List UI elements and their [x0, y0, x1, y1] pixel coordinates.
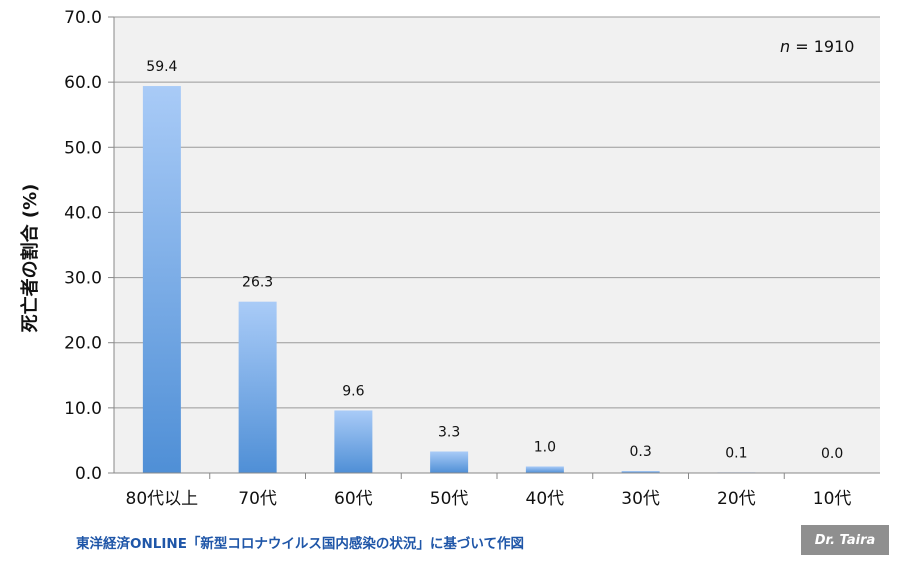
- x-tick-label: 70代: [238, 489, 277, 509]
- y-axis-label: 死亡者の割合 (%): [19, 184, 41, 333]
- bar-4: [430, 451, 469, 473]
- data-label: 26.3: [242, 275, 273, 291]
- y-tick-label: 20.0: [64, 334, 102, 354]
- data-label: 1.0: [534, 439, 556, 455]
- y-tick-label: 60.0: [64, 73, 102, 93]
- x-tick-label: 30代: [621, 489, 660, 509]
- data-label: 3.3: [438, 425, 460, 441]
- y-tick-label: 10.0: [64, 399, 102, 419]
- x-tick-label: 80代以上: [126, 489, 199, 509]
- bar-3: [334, 410, 373, 473]
- y-tick-label: 50.0: [64, 138, 102, 158]
- y-tick-label: 30.0: [64, 269, 102, 289]
- x-tick-label: 10代: [813, 489, 852, 509]
- data-label: 9.6: [342, 383, 364, 399]
- n-value: = 1910: [790, 37, 854, 56]
- n-symbol: n: [780, 37, 790, 56]
- source-caption: 東洋経済ONLINE「新型コロナウイルス国内感染の状況」に基づいて作図: [76, 536, 525, 552]
- data-label: 0.3: [629, 444, 651, 460]
- data-label: 59.4: [146, 59, 177, 75]
- x-axis-ticks: 80代以上 70代 60代 50代 40代 30代 20代 10代: [126, 473, 852, 509]
- plot-area: [114, 17, 880, 473]
- data-label: 0.1: [725, 445, 747, 461]
- y-axis-ticks: 0.0 10.0 20.0 30.0 40.0 50.0 60.0 70.0: [64, 8, 114, 484]
- bars: [142, 86, 756, 474]
- y-tick-label: 0.0: [75, 464, 102, 484]
- x-tick-label: 60代: [334, 489, 373, 509]
- x-tick-label: 40代: [526, 489, 565, 509]
- data-labels: 59.4 26.3 9.6 3.3 1.0 0.3 0.1 0.0: [146, 59, 843, 462]
- bar-5: [525, 466, 564, 473]
- author-credit-badge: Dr. Taira: [801, 525, 889, 555]
- y-tick-label: 70.0: [64, 8, 102, 28]
- bar-6: [621, 471, 660, 473]
- y-tick-label: 40.0: [64, 203, 102, 223]
- sample-size-annotation: n = 1910: [780, 37, 854, 56]
- bar-1: [142, 86, 181, 474]
- data-label: 0.0: [821, 446, 843, 462]
- x-tick-label: 20代: [717, 489, 756, 509]
- x-tick-label: 50代: [430, 489, 469, 509]
- bar-2: [238, 301, 277, 473]
